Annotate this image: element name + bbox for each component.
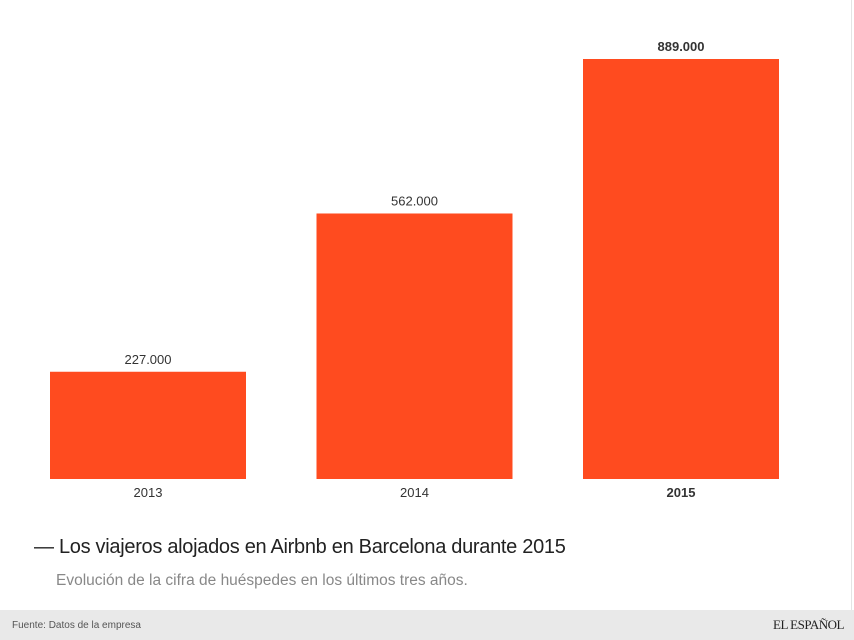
bar-chart: 227.000 2013 562.000 2014 889.000 2015 — [50, 39, 779, 500]
data-label-2014: 562.000 — [391, 193, 438, 208]
x-tick-2013: 2013 — [134, 485, 163, 500]
data-label-2015: 889.000 — [658, 39, 705, 54]
bar-2015 — [583, 59, 779, 479]
chart-subtitle: Evolución de la cifra de huéspedes en lo… — [56, 572, 468, 589]
bar-2014 — [316, 213, 513, 479]
x-tick-2014: 2014 — [400, 485, 429, 500]
right-border — [851, 0, 852, 610]
footer: Fuente: Datos de la empresa EL ESPAÑOL — [0, 610, 854, 640]
source-text: Fuente: Datos de la empresa — [12, 620, 141, 631]
data-label-2013: 227.000 — [125, 352, 172, 367]
chart-title: — Los viajeros alojados en Airbnb en Bar… — [34, 536, 566, 558]
bar-2013 — [50, 371, 246, 479]
x-tick-2015: 2015 — [667, 485, 696, 500]
el-espanol-logo: EL ESPAÑOL — [773, 617, 844, 632]
